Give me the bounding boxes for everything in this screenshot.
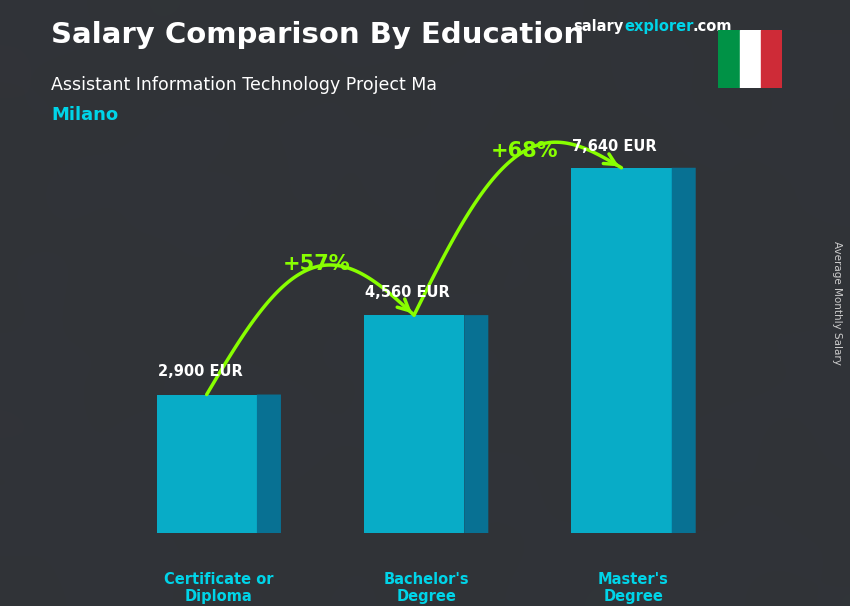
Polygon shape <box>672 168 695 533</box>
Text: 7,640 EUR: 7,640 EUR <box>572 139 657 155</box>
Text: Assistant Information Technology Project Ma: Assistant Information Technology Project… <box>51 76 437 94</box>
Text: 4,560 EUR: 4,560 EUR <box>365 285 450 300</box>
Bar <box>718 30 740 88</box>
Polygon shape <box>257 395 281 533</box>
Polygon shape <box>464 315 488 533</box>
Text: Certificate or
Diploma: Certificate or Diploma <box>164 571 274 604</box>
Polygon shape <box>156 395 257 533</box>
Polygon shape <box>364 315 464 533</box>
Text: .com: .com <box>693 19 732 35</box>
Text: explorer: explorer <box>625 19 694 35</box>
Text: Master's
Degree: Master's Degree <box>598 571 669 604</box>
Polygon shape <box>571 168 672 533</box>
Bar <box>761 30 782 88</box>
Text: 2,900 EUR: 2,900 EUR <box>157 364 242 379</box>
Bar <box>740 30 761 88</box>
Text: Bachelor's
Degree: Bachelor's Degree <box>383 571 469 604</box>
Text: salary: salary <box>574 19 624 35</box>
Text: +68%: +68% <box>490 141 558 161</box>
Text: Salary Comparison By Education: Salary Comparison By Education <box>51 21 584 49</box>
Text: Average Monthly Salary: Average Monthly Salary <box>832 241 842 365</box>
Text: +57%: +57% <box>283 255 351 275</box>
Text: Milano: Milano <box>51 106 118 124</box>
